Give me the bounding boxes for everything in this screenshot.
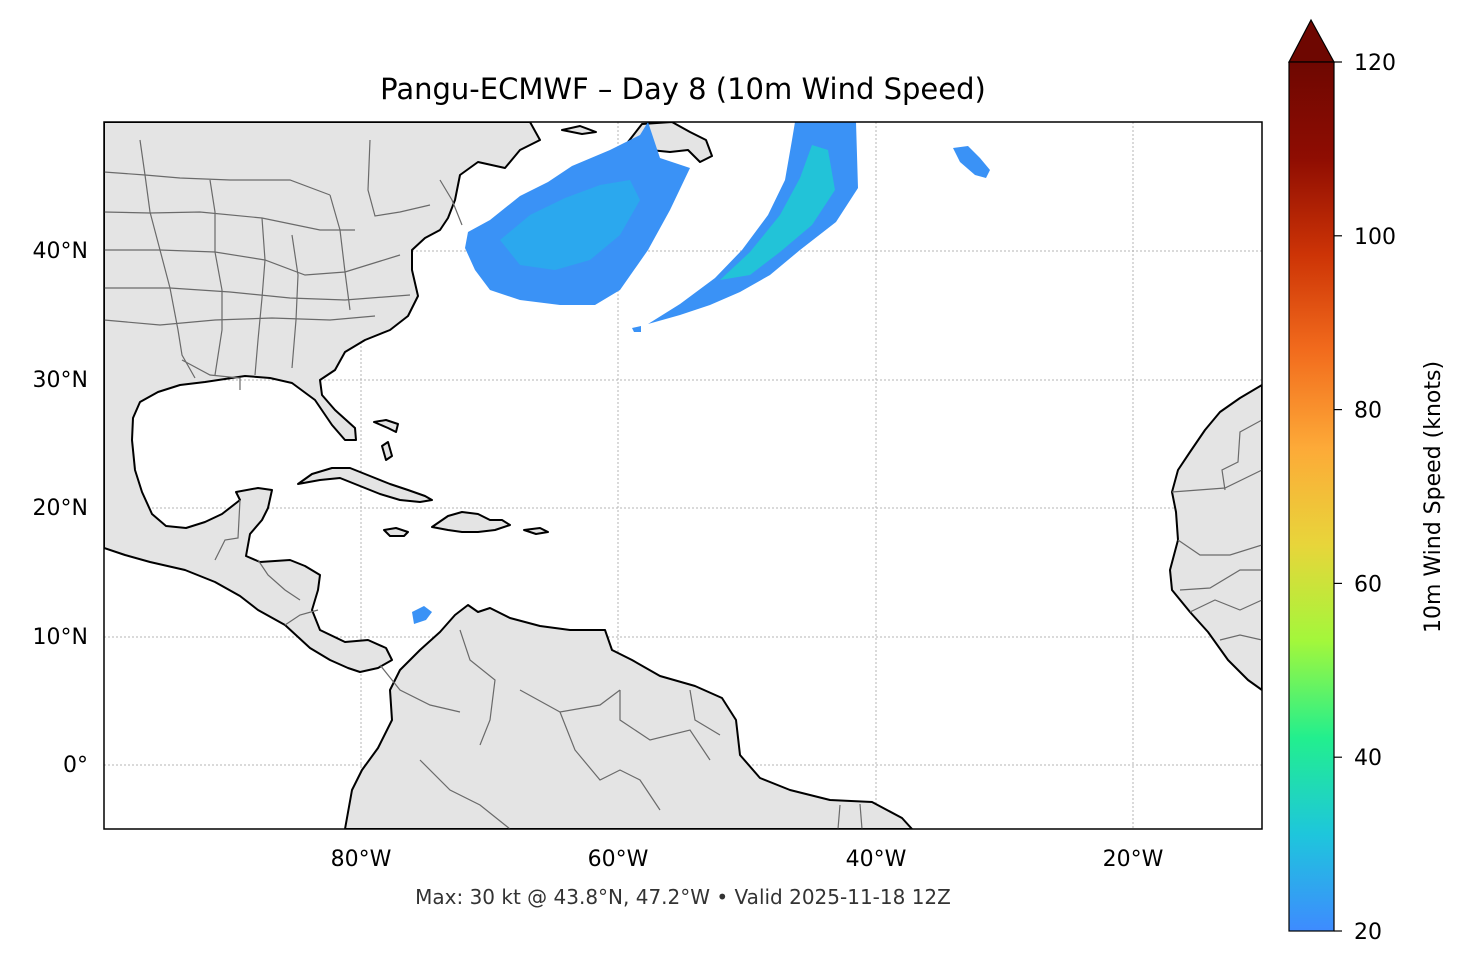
- lat-label-10: 10°N: [33, 625, 88, 650]
- colorbar: 20 40 60 80 100 120 10m Wind Speed (knots): [1288, 18, 1446, 945]
- lat-label-0: 0°: [63, 753, 88, 778]
- south-america-landmass: [344, 604, 913, 829]
- lon-label-60w: 60°W: [588, 847, 649, 872]
- bahamas-island: [373, 419, 399, 433]
- colorbar-extend-arrow: [1288, 18, 1336, 63]
- colorbar-tick-label-100: 100: [1354, 225, 1396, 250]
- cuba-island: [297, 467, 433, 503]
- map-caption: Max: 30 kt @ 43.8°N, 47.2°W • Valid 2025…: [415, 885, 951, 909]
- hispaniola-island: [431, 511, 511, 533]
- map-area: [104, 122, 1262, 829]
- colorbar-tick-label-60: 60: [1354, 572, 1382, 597]
- lon-label-20w: 20°W: [1103, 847, 1164, 872]
- puerto-rico-island: [523, 527, 549, 535]
- map-frame: [103, 121, 1263, 830]
- colorbar-gradient: [1288, 61, 1335, 932]
- admin-borders: [104, 139, 1262, 829]
- wind-region-core-nova-scotia: [500, 180, 640, 270]
- wind-region-azores: [953, 146, 990, 178]
- map-title: Pangu-ECMWF – Day 8 (10m Wind Speed): [380, 72, 986, 106]
- wind-speed-field: [412, 122, 990, 624]
- wind-region-caribbean: [412, 606, 432, 624]
- lat-label-30: 30°N: [33, 368, 88, 393]
- colorbar-label: 10m Wind Speed (knots): [1421, 361, 1446, 633]
- colorbar-tick-label-40: 40: [1354, 746, 1382, 771]
- jamaica-island: [383, 527, 409, 537]
- lat-label-40: 40°N: [33, 239, 88, 264]
- lon-label-80w: 80°W: [331, 847, 392, 872]
- colorbar-tick-label-80: 80: [1354, 399, 1382, 424]
- colorbar-tick-label-120: 120: [1354, 51, 1396, 76]
- wind-region-central-atlantic-core: [720, 145, 835, 280]
- colorbar-tick-label-20: 20: [1354, 920, 1382, 945]
- longitude-labels: 80°W 60°W 40°W 20°W: [331, 847, 1164, 872]
- prince-edward-island: [561, 125, 597, 135]
- wind-region-small-spot: [632, 326, 641, 332]
- latitude-labels: 40°N 30°N 20°N 10°N 0°: [33, 239, 88, 778]
- lon-label-40w: 40°W: [846, 847, 907, 872]
- lat-label-20: 20°N: [33, 496, 88, 521]
- north-america-landmass: [104, 122, 541, 673]
- colorbar-ticks: 20 40 60 80 100 120: [1334, 51, 1396, 945]
- andros-island: [381, 441, 393, 461]
